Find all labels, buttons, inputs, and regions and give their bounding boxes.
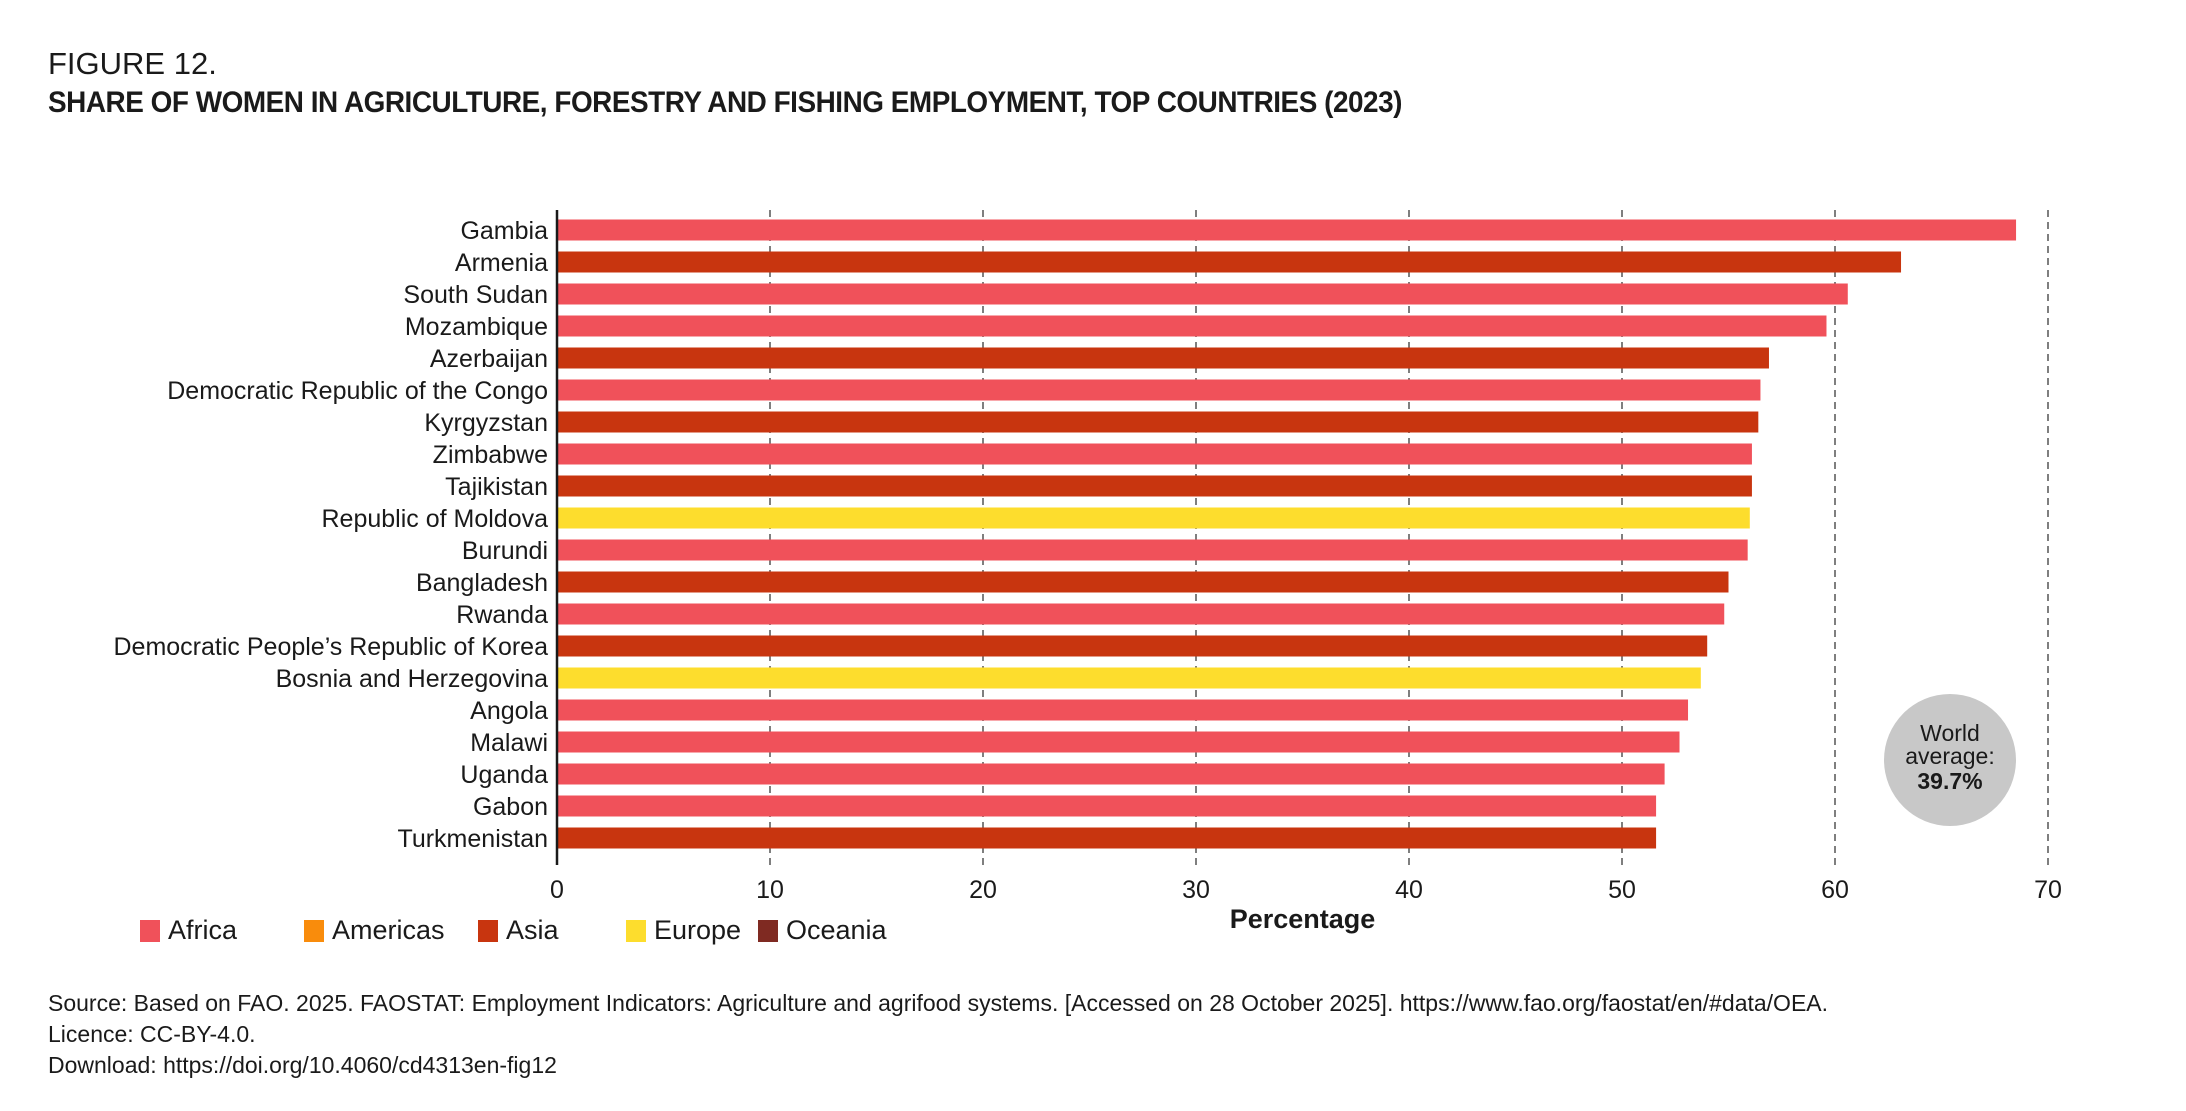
category-label: Mozambique <box>405 313 548 341</box>
category-label: Tajikistan <box>445 473 548 501</box>
category-label: Uganda <box>460 761 548 789</box>
legend-item-europe: Europe <box>626 915 758 946</box>
source-line: Source: Based on FAO. 2025. FAOSTAT: Emp… <box>48 990 1829 1016</box>
x-tick-label: 0 <box>550 876 564 904</box>
source-note: Source: Based on FAO. 2025. FAOSTAT: Emp… <box>48 988 1828 1081</box>
world-average-bubble <box>1884 694 2016 826</box>
bar-rwanda <box>557 603 1725 625</box>
category-label: Angola <box>470 697 548 725</box>
bar-south-sudan <box>557 283 1848 305</box>
category-label: Armenia <box>455 249 548 277</box>
bar-tajikistan <box>557 475 1752 497</box>
x-tick-label: 20 <box>969 876 997 904</box>
legend-label-africa: Africa <box>168 915 238 945</box>
category-label: Zimbabwe <box>433 441 548 469</box>
bar-malawi <box>557 731 1680 753</box>
x-tick-label: 70 <box>2034 876 2062 904</box>
bar-democratic-republic-of-the-congo <box>557 379 1761 401</box>
bar-uganda <box>557 763 1665 785</box>
category-label: Kyrgyzstan <box>424 409 548 437</box>
legend-item-africa: Africa <box>140 915 304 946</box>
category-label: Malawi <box>470 729 548 757</box>
legend-item-asia: Asia <box>478 915 626 946</box>
x-tick-label: 10 <box>756 876 784 904</box>
world-average-line2: average: <box>1905 743 1995 769</box>
x-tick-label: 30 <box>1182 876 1210 904</box>
category-label: Republic of Moldova <box>321 505 548 533</box>
bar-azerbaijan <box>557 347 1769 369</box>
category-label: Gambia <box>460 217 548 245</box>
category-label: Burundi <box>462 537 548 565</box>
licence-line: Licence: CC-BY-4.0. <box>48 1021 256 1047</box>
x-tick-labels: 0 10 20 30 40 50 60 70 <box>550 876 2062 904</box>
bar-angola <box>557 699 1689 721</box>
bar-burundi <box>557 539 1748 561</box>
bar-gabon <box>557 795 1657 817</box>
bar-democratic-people-s-republic-of-korea <box>557 635 1708 657</box>
category-label: Democratic Republic of the Congo <box>167 377 548 405</box>
category-label: South Sudan <box>403 281 548 309</box>
x-tick-label: 60 <box>1821 876 1849 904</box>
category-label: Azerbaijan <box>430 345 548 373</box>
bars <box>557 219 2017 849</box>
legend-swatch-asia <box>478 919 498 942</box>
category-label: Bosnia and Herzegovina <box>276 665 548 693</box>
bar-mozambique <box>557 315 1827 337</box>
category-label: Turkmenistan <box>397 825 548 853</box>
legend-swatch-americas <box>304 919 324 942</box>
x-axis-label: Percentage <box>1230 904 1376 934</box>
world-average-annotation: World average: 39.7% <box>1884 694 2016 826</box>
legend-label-asia: Asia <box>506 915 559 945</box>
legend-swatch-oceania <box>758 919 778 942</box>
legend: Africa Americas Asia Europe Oceania <box>140 915 887 946</box>
x-tick-label: 40 <box>1395 876 1423 904</box>
bar-zimbabwe <box>557 443 1752 465</box>
figure-title: SHARE OF WOMEN IN AGRICULTURE, FORESTRY … <box>48 86 1402 119</box>
bar-bosnia-and-herzegovina <box>557 667 1701 689</box>
legend-label-oceania: Oceania <box>786 915 887 945</box>
figure-label: FIGURE 12. <box>48 46 217 81</box>
bar-bangladesh <box>557 571 1729 593</box>
world-average-value: 39.7% <box>1917 768 1982 794</box>
legend-item-americas: Americas <box>304 915 478 946</box>
category-label: Gabon <box>473 793 548 821</box>
category-labels: Gambia Armenia South Sudan Mozambique Azerba… <box>114 217 549 853</box>
bar-republic-of-moldova <box>557 507 1750 529</box>
world-average-line1: World <box>1920 720 1980 746</box>
x-tick-label: 50 <box>1608 876 1636 904</box>
legend-label-americas: Americas <box>332 915 445 945</box>
legend-item-oceania: Oceania <box>758 915 887 946</box>
category-label: Rwanda <box>456 601 548 629</box>
legend-swatch-europe <box>626 919 646 942</box>
category-label: Democratic People’s Republic of Korea <box>114 633 549 661</box>
bar-gambia <box>557 219 2017 241</box>
bar-turkmenistan <box>557 827 1657 849</box>
download-line: Download: https://doi.org/10.4060/cd4313… <box>48 1052 557 1078</box>
category-label: Bangladesh <box>416 569 548 597</box>
legend-swatch-africa <box>140 919 160 942</box>
legend-label-europe: Europe <box>654 915 742 945</box>
bar-armenia <box>557 251 1902 273</box>
bar-kyrgyzstan <box>557 411 1759 433</box>
